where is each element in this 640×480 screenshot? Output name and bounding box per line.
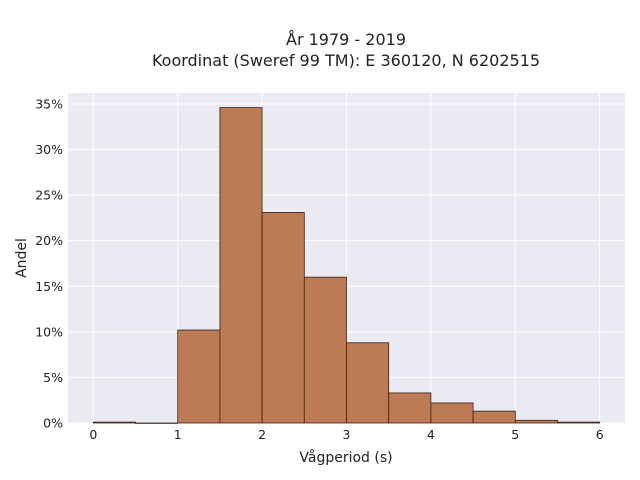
y-tick-label: 10% (35, 324, 63, 339)
y-tick-label: 5% (43, 370, 63, 385)
histogram-bar-6 (346, 342, 390, 424)
x-axis-ticks: 0 1 2 3 4 5 6 (89, 427, 603, 442)
y-tick-label: 20% (35, 233, 63, 248)
chart-title-line-2: Koordinat (Sweref 99 TM): E 360120, N 62… (152, 51, 540, 70)
histogram-bar-7 (388, 392, 432, 424)
y-tick-label: 25% (35, 188, 63, 203)
histogram-bar-9 (472, 410, 516, 424)
y-tick-label: 0% (43, 416, 63, 431)
y-tick-label: 15% (35, 279, 63, 294)
histogram-bar-10 (514, 419, 558, 424)
x-tick-label: 0 (89, 427, 97, 442)
histogram-bar-8 (430, 402, 474, 424)
chart-title-line-1: År 1979 - 2019 (286, 30, 406, 49)
histogram-bar-3 (219, 107, 263, 424)
chart-title: År 1979 - 2019 Koordinat (Sweref 99 TM):… (152, 30, 540, 70)
x-tick-label: 5 (511, 427, 519, 442)
histogram-bar-2 (177, 329, 221, 424)
x-tick-label: 4 (427, 427, 435, 442)
y-axis-ticks: 0% 5% 10% 15% 20% 25% 30% 35% (35, 96, 63, 430)
y-tick-label: 35% (35, 96, 63, 111)
y-tick-label: 30% (35, 142, 63, 157)
histogram-bar-0 (92, 421, 136, 424)
x-tick-label: 3 (343, 427, 351, 442)
x-tick-label: 6 (596, 427, 604, 442)
histogram-bars (92, 107, 601, 424)
y-axis-label: Andel (14, 238, 30, 278)
histogram-bar-4 (261, 212, 305, 424)
histogram-bar-11 (557, 421, 601, 424)
x-axis-label: Vågperiod (s) (299, 449, 392, 466)
histogram-bar-5 (303, 276, 347, 424)
x-tick-label: 1 (174, 427, 182, 442)
x-tick-label: 2 (258, 427, 266, 442)
